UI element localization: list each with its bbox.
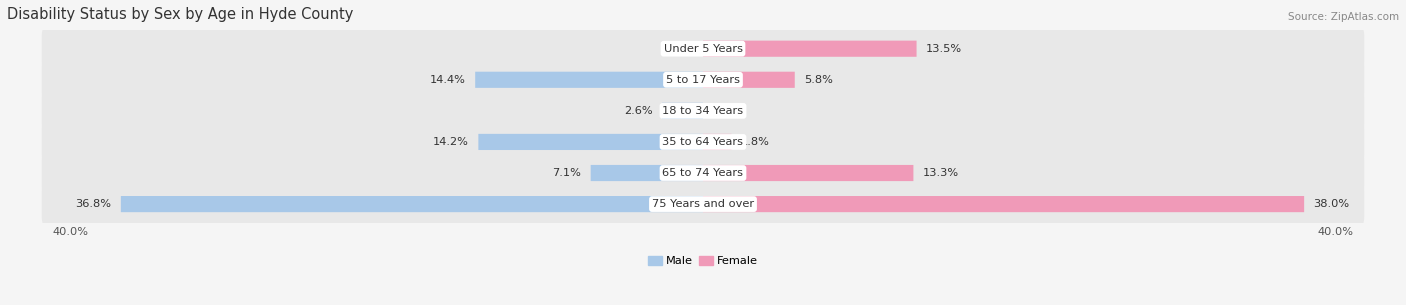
FancyBboxPatch shape	[42, 58, 1364, 102]
Text: Disability Status by Sex by Age in Hyde County: Disability Status by Sex by Age in Hyde …	[7, 7, 353, 22]
FancyBboxPatch shape	[42, 151, 1364, 195]
Text: 0.0%: 0.0%	[713, 106, 741, 116]
FancyBboxPatch shape	[121, 196, 703, 212]
Text: 13.3%: 13.3%	[922, 168, 959, 178]
FancyBboxPatch shape	[478, 134, 703, 150]
Text: 36.8%: 36.8%	[76, 199, 111, 209]
FancyBboxPatch shape	[703, 165, 914, 181]
Text: 0.0%: 0.0%	[665, 44, 693, 54]
FancyBboxPatch shape	[703, 72, 794, 88]
FancyBboxPatch shape	[42, 120, 1364, 164]
Legend: Male, Female: Male, Female	[644, 251, 762, 271]
FancyBboxPatch shape	[703, 134, 731, 150]
Text: 65 to 74 Years: 65 to 74 Years	[662, 168, 744, 178]
Text: Source: ZipAtlas.com: Source: ZipAtlas.com	[1288, 12, 1399, 22]
Text: 1.8%: 1.8%	[741, 137, 770, 147]
FancyBboxPatch shape	[475, 72, 703, 88]
FancyBboxPatch shape	[42, 182, 1364, 226]
FancyBboxPatch shape	[662, 103, 703, 119]
Text: 75 Years and over: 75 Years and over	[652, 199, 754, 209]
FancyBboxPatch shape	[703, 196, 1305, 212]
Text: 5.8%: 5.8%	[804, 75, 834, 85]
Text: 13.5%: 13.5%	[927, 44, 962, 54]
Text: 2.6%: 2.6%	[624, 106, 652, 116]
Text: 14.2%: 14.2%	[433, 137, 468, 147]
Text: 14.4%: 14.4%	[430, 75, 465, 85]
Text: 18 to 34 Years: 18 to 34 Years	[662, 106, 744, 116]
FancyBboxPatch shape	[42, 89, 1364, 133]
Text: 7.1%: 7.1%	[553, 168, 581, 178]
FancyBboxPatch shape	[591, 165, 703, 181]
Text: 38.0%: 38.0%	[1313, 199, 1350, 209]
Text: 35 to 64 Years: 35 to 64 Years	[662, 137, 744, 147]
FancyBboxPatch shape	[703, 41, 917, 57]
Text: 5 to 17 Years: 5 to 17 Years	[666, 75, 740, 85]
Text: Under 5 Years: Under 5 Years	[664, 44, 742, 54]
FancyBboxPatch shape	[42, 27, 1364, 71]
